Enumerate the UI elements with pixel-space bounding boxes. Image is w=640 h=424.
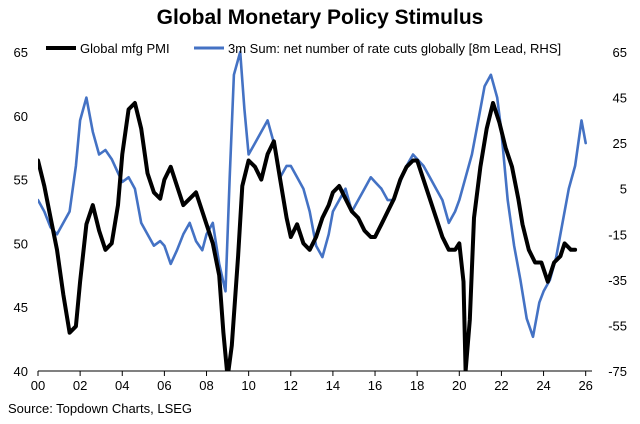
y-left-tick-label: 65	[14, 45, 28, 60]
y-right-tick-label: -15	[608, 227, 627, 242]
x-tick-label: 04	[115, 378, 129, 393]
series-line-rate-cuts	[38, 50, 588, 339]
x-tick-label: 22	[494, 378, 508, 393]
x-tick-label: 14	[326, 378, 340, 393]
x-tick-label: 24	[536, 378, 550, 393]
y-left-tick-label: 45	[14, 300, 28, 315]
y-right-tick-label: 65	[613, 45, 627, 60]
x-tick-label: 12	[284, 378, 298, 393]
legend-label-pmi: Global mfg PMI	[80, 41, 170, 56]
x-tick-label: 10	[241, 378, 255, 393]
y-left-tick-label: 50	[14, 236, 28, 251]
x-tick-label: 00	[31, 378, 45, 393]
source-note: Source: Topdown Charts, LSEG	[8, 401, 193, 416]
plot-area	[38, 50, 588, 371]
x-tick-label: 08	[199, 378, 213, 393]
chart-title: Global Monetary Policy Stimulus	[156, 6, 484, 29]
x-tick-label: 16	[368, 378, 382, 393]
legend-label-rate-cuts: 3m Sum: net number of rate cuts globally…	[228, 41, 561, 56]
x-tick-label: 02	[73, 378, 87, 393]
series-line-pmi	[38, 101, 578, 371]
y-left-tick-label: 55	[14, 173, 28, 188]
x-tick-label: 06	[157, 378, 171, 393]
y-right-tick-label: -75	[608, 364, 627, 379]
x-tick-label: 26	[578, 378, 592, 393]
y-right-tick-label: 25	[613, 136, 627, 151]
x-tick-label: 20	[452, 378, 466, 393]
y-left-tick-label: 60	[14, 109, 28, 124]
y-left-tick-label: 40	[14, 364, 28, 379]
y-right-tick-label: -35	[608, 273, 627, 288]
y-right-tick-label: 45	[613, 91, 627, 106]
x-tick-label: 18	[410, 378, 424, 393]
y-right-tick-label: -55	[608, 318, 627, 333]
y-right-tick-label: 5	[620, 182, 627, 197]
